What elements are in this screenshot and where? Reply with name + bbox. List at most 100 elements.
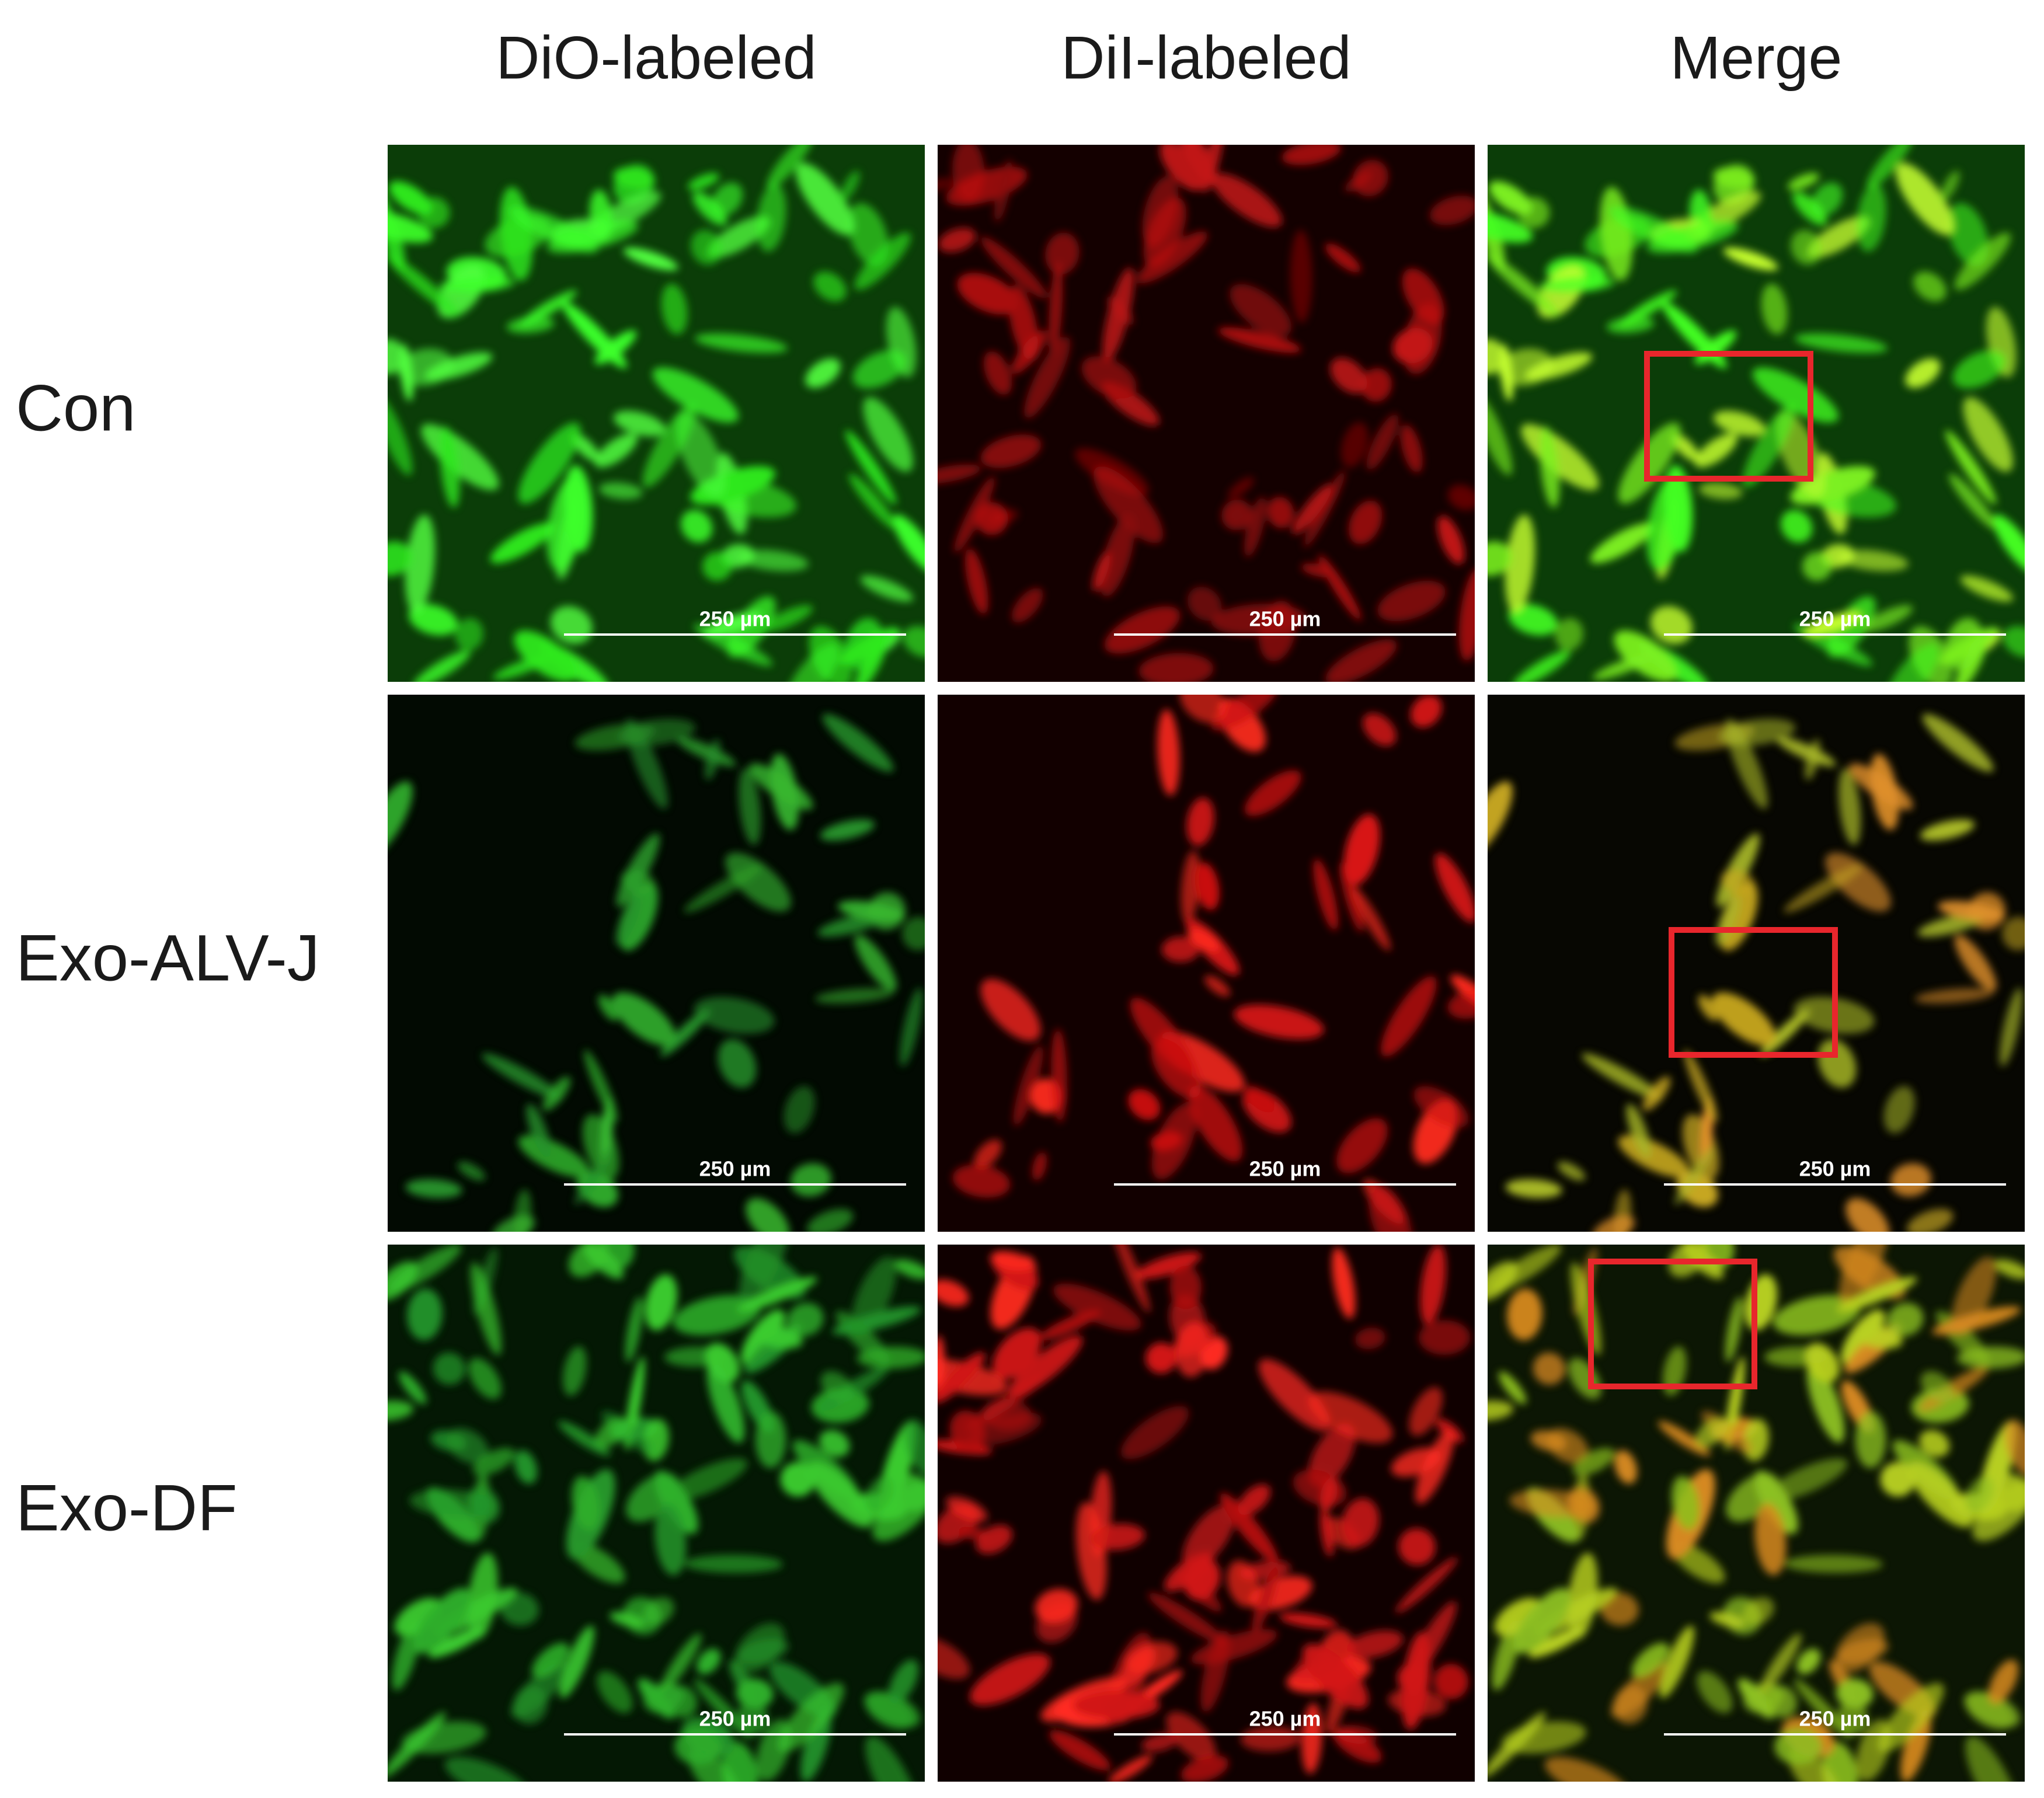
cell bbox=[615, 895, 641, 946]
cell bbox=[1458, 568, 1475, 661]
cell bbox=[572, 1476, 600, 1530]
cell bbox=[1965, 1476, 1994, 1513]
highlight-box bbox=[1588, 1259, 1757, 1389]
cell bbox=[970, 1653, 1050, 1706]
cell bbox=[938, 177, 955, 192]
cell bbox=[1488, 1400, 1514, 1421]
cell bbox=[1952, 350, 2007, 389]
cell bbox=[1008, 1335, 1083, 1398]
cell bbox=[1606, 316, 1655, 333]
cell bbox=[856, 1346, 925, 1369]
cell bbox=[1954, 232, 2011, 290]
cells bbox=[938, 145, 1475, 682]
cell bbox=[1415, 1430, 1454, 1504]
cell bbox=[1642, 1076, 1671, 1111]
cell bbox=[1339, 862, 1364, 933]
micrograph-panel: 250 µm bbox=[388, 1245, 925, 1782]
cell bbox=[1244, 496, 1266, 557]
cell bbox=[711, 182, 743, 217]
cell bbox=[1343, 814, 1380, 886]
cell bbox=[691, 229, 722, 265]
cell bbox=[1434, 853, 1475, 923]
cell bbox=[1999, 988, 2023, 1067]
cell bbox=[1766, 1458, 1848, 1501]
cell bbox=[754, 1325, 803, 1349]
cell bbox=[1582, 1053, 1662, 1100]
cell bbox=[893, 514, 925, 574]
cell bbox=[1920, 1371, 1954, 1403]
row-label: Exo-ALV-J bbox=[16, 922, 320, 995]
cell bbox=[468, 1358, 502, 1399]
cell bbox=[1725, 1297, 1743, 1363]
cell bbox=[865, 1736, 920, 1782]
cells bbox=[388, 145, 925, 682]
cell bbox=[1420, 1245, 1446, 1325]
cell bbox=[1620, 290, 1677, 327]
cell bbox=[1433, 1664, 1468, 1699]
cell bbox=[990, 1251, 1033, 1271]
cell bbox=[1011, 588, 1043, 623]
cell bbox=[1725, 719, 1768, 809]
cell bbox=[1945, 430, 1997, 505]
cell bbox=[814, 988, 894, 1003]
cell bbox=[1381, 976, 1437, 1057]
cell bbox=[705, 738, 720, 780]
cell bbox=[1318, 555, 1361, 621]
scale-bar-label: 250 µm bbox=[1249, 1157, 1321, 1181]
cell bbox=[1672, 1476, 1700, 1530]
cell bbox=[1157, 709, 1180, 796]
cell bbox=[1498, 1371, 1527, 1405]
cell bbox=[819, 1430, 850, 1457]
cell bbox=[838, 627, 899, 665]
scale-bar-label: 250 µm bbox=[699, 1707, 771, 1731]
cell bbox=[388, 781, 413, 857]
cells bbox=[952, 695, 1475, 1232]
cell bbox=[1166, 1712, 1216, 1762]
cell bbox=[1533, 1352, 1566, 1385]
cell bbox=[2003, 626, 2025, 658]
cell bbox=[703, 611, 762, 636]
cell bbox=[1150, 1131, 1183, 1151]
cell bbox=[1279, 1613, 1338, 1628]
cell bbox=[1884, 643, 1939, 682]
cell bbox=[1104, 606, 1181, 654]
cell bbox=[1713, 167, 1755, 189]
cell bbox=[1867, 145, 1913, 189]
cell bbox=[1919, 1430, 1950, 1457]
cell bbox=[1488, 395, 1513, 476]
cell bbox=[1230, 284, 1292, 337]
cell bbox=[613, 167, 655, 189]
cell bbox=[1488, 339, 1505, 375]
cell bbox=[1761, 283, 1788, 334]
cell bbox=[1555, 618, 1583, 651]
cell bbox=[694, 1678, 752, 1739]
cell bbox=[1546, 1428, 1589, 1464]
scale-bar-label: 250 µm bbox=[699, 1157, 771, 1181]
cell bbox=[1282, 145, 1342, 165]
cell bbox=[767, 145, 813, 189]
cell bbox=[1402, 268, 1444, 325]
cell bbox=[1102, 267, 1134, 363]
cell bbox=[1183, 1558, 1221, 1601]
cell bbox=[1093, 466, 1164, 543]
cell bbox=[980, 236, 1047, 299]
cell bbox=[1252, 1566, 1279, 1633]
cell bbox=[1395, 1557, 1458, 1614]
cell bbox=[417, 197, 450, 228]
cell bbox=[894, 1259, 925, 1280]
micrograph-panel: 250 µm bbox=[388, 145, 925, 682]
cell bbox=[1099, 514, 1135, 597]
cell bbox=[1712, 992, 1776, 1046]
cell bbox=[563, 1346, 587, 1396]
cell bbox=[1632, 1643, 1669, 1678]
cell bbox=[1499, 344, 1514, 402]
cell bbox=[1905, 358, 1941, 388]
cell bbox=[954, 476, 995, 553]
cell bbox=[1081, 356, 1137, 399]
cell bbox=[1354, 1327, 1385, 1350]
cell bbox=[1803, 611, 1862, 636]
cell bbox=[1883, 1086, 1915, 1134]
cell bbox=[429, 1626, 486, 1658]
cell bbox=[1590, 522, 1655, 563]
cell bbox=[1303, 1643, 1369, 1709]
